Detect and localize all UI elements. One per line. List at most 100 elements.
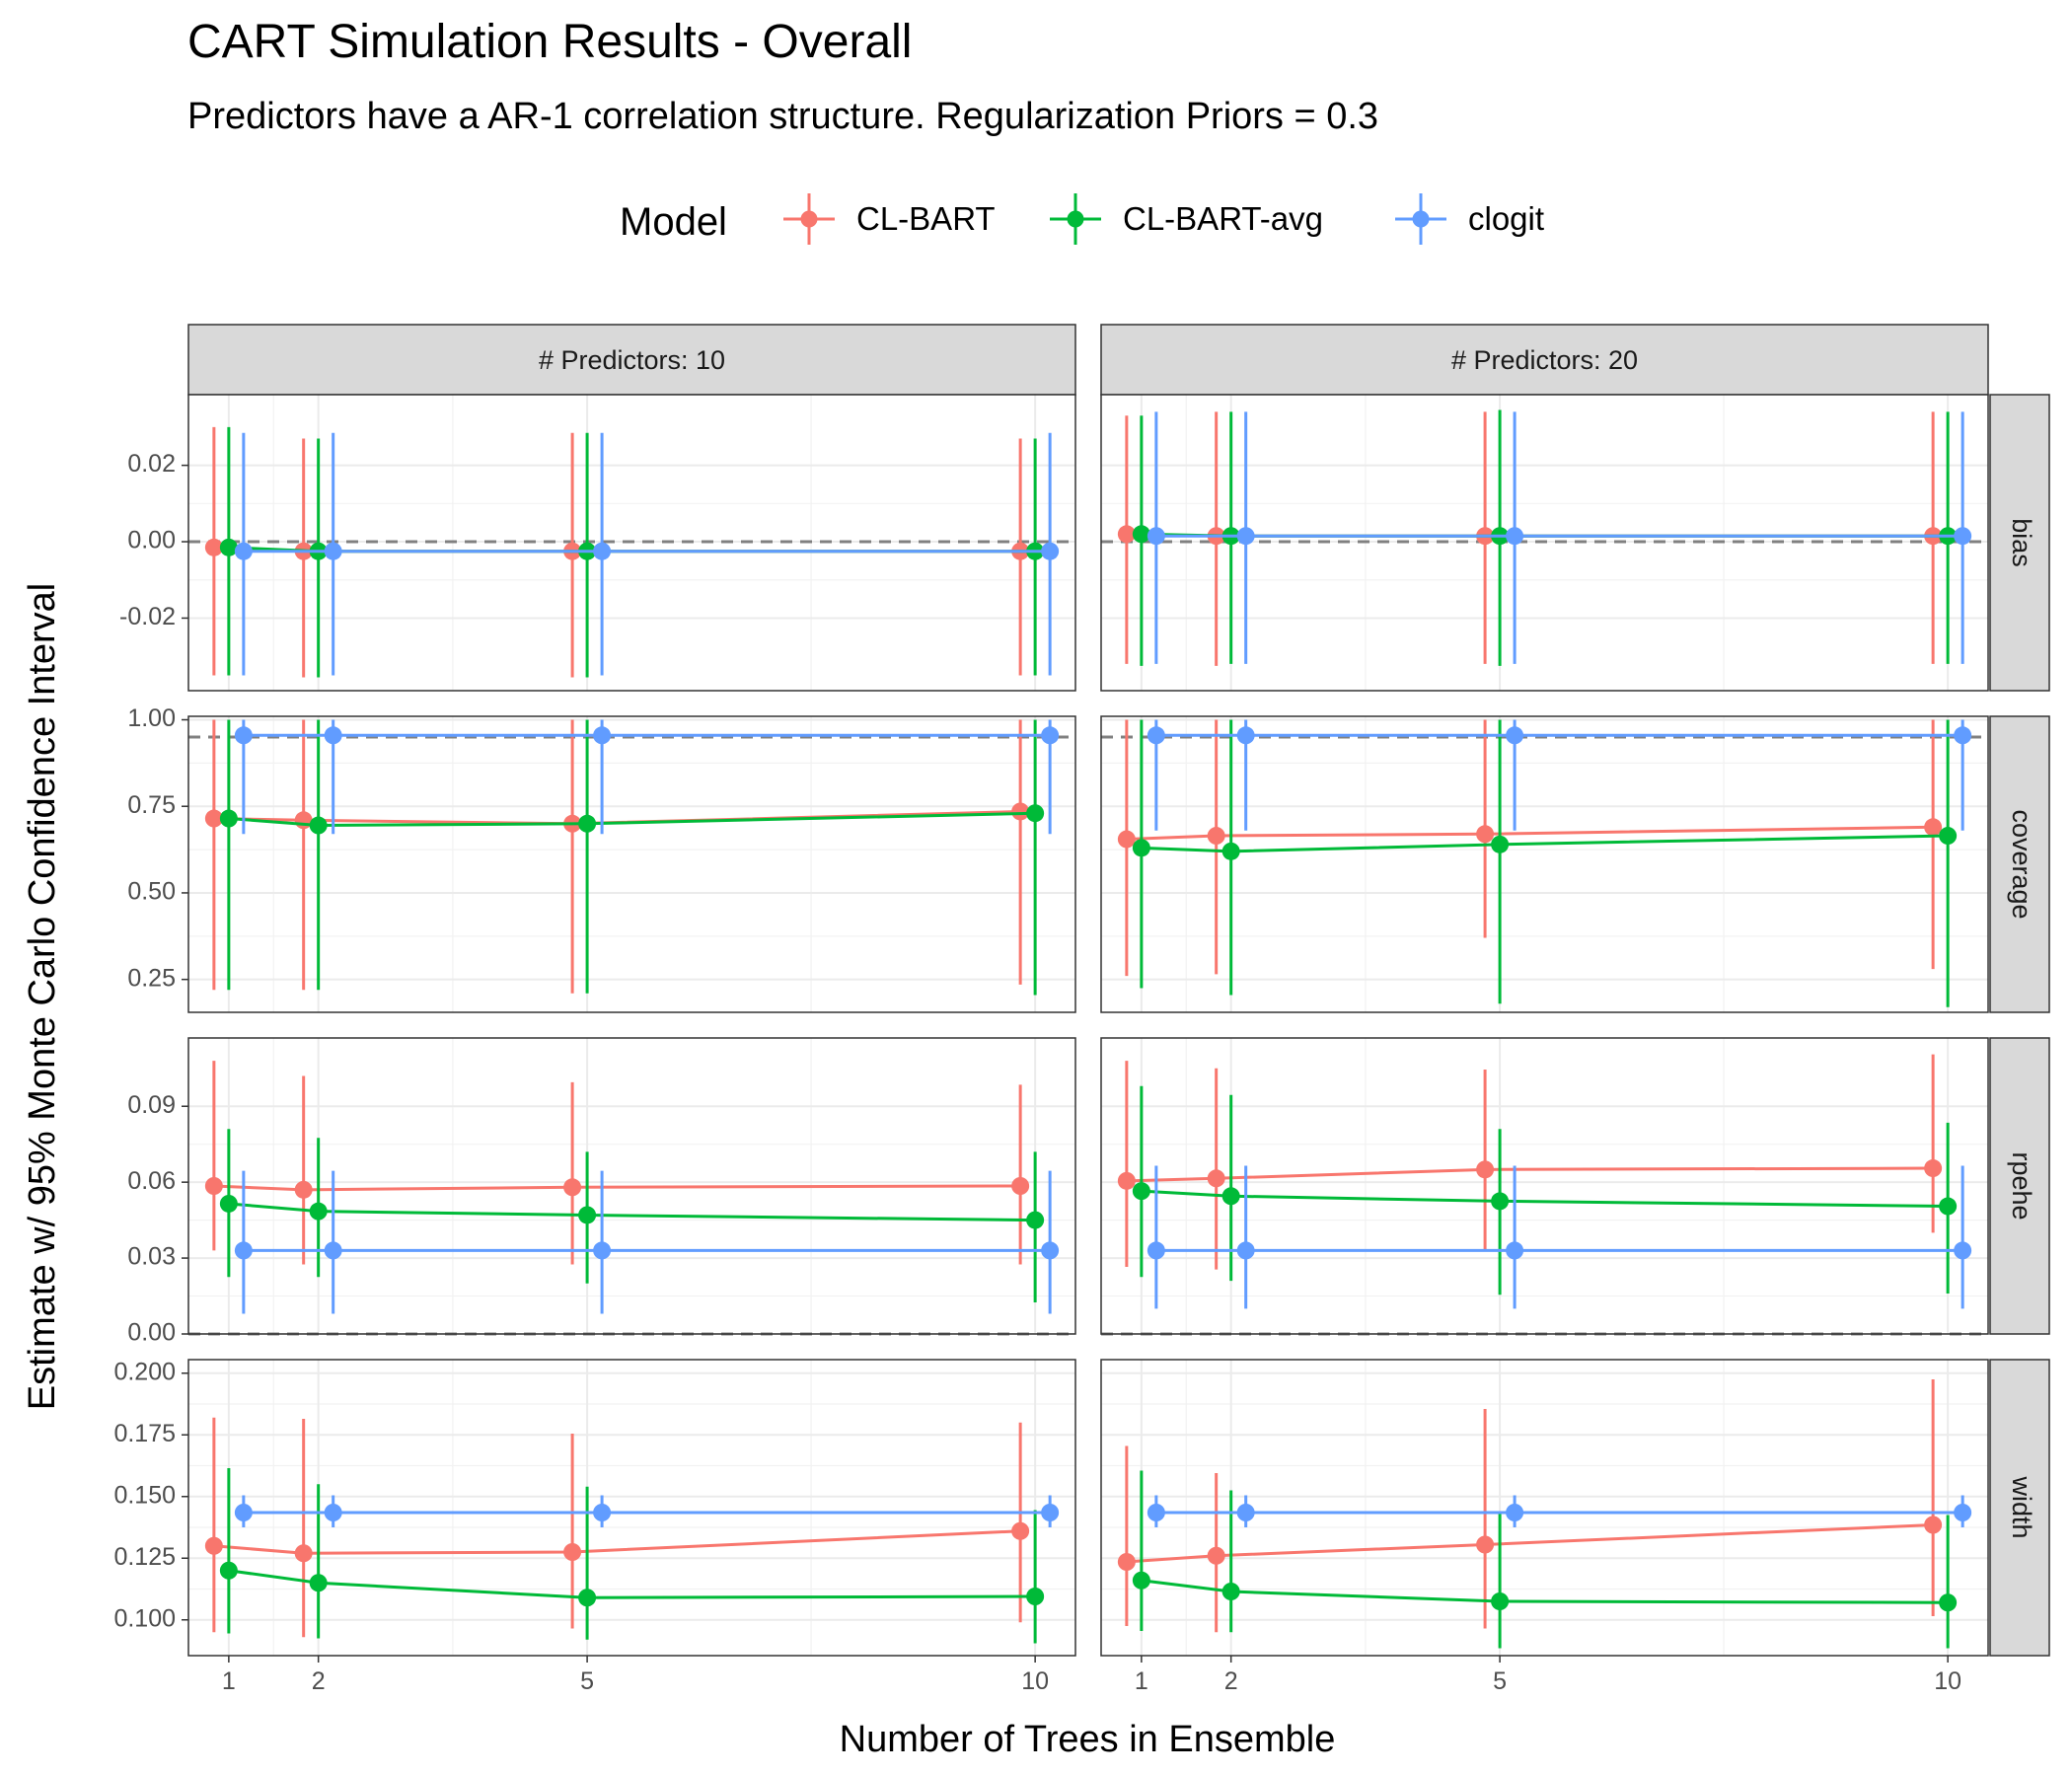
data-point-cl-bart — [1924, 818, 1943, 837]
series-line-cl-bart — [213, 1529, 1021, 1555]
data-point-cl-bart-avg — [1026, 1211, 1045, 1229]
column-strip-label: # Predictors: 10 — [539, 345, 725, 375]
row-strip-label: width — [2007, 1475, 2036, 1538]
series-marks — [204, 719, 1060, 996]
series-line-cl-bart-avg — [228, 811, 1036, 828]
data-point-clogit — [593, 1504, 612, 1521]
y-tick-label: 1.00 — [127, 704, 176, 732]
panel-bias-2 — [1100, 394, 1989, 692]
row-strip: coverage — [1989, 715, 2050, 1013]
column-strip: # Predictors: 20 — [1100, 324, 1989, 396]
data-point-clogit — [324, 542, 342, 560]
legend: Model CL-BART CL-BART-avg clogit — [620, 193, 1544, 245]
y-tick-label: 0.00 — [127, 1319, 176, 1347]
legend-title: Model — [620, 200, 727, 244]
data-point-cl-bart — [1117, 1553, 1136, 1571]
data-point-clogit — [1236, 527, 1255, 546]
data-point-clogit — [1041, 726, 1060, 745]
data-point-clogit — [1954, 1241, 1972, 1260]
data-point-cl-bart-avg — [309, 1574, 328, 1592]
data-point-clogit — [1236, 726, 1255, 745]
series-marks — [1117, 1379, 1972, 1649]
data-point-clogit — [593, 726, 612, 745]
data-point-clogit — [324, 726, 342, 745]
series-line-cl-bart-avg — [1141, 1189, 1949, 1209]
data-point-cl-bart — [1207, 1169, 1225, 1188]
y-axis-label: Estimate w/ 95% Monte Carlo Confidence I… — [22, 583, 63, 1411]
legend-label-clogit: clogit — [1468, 200, 1544, 237]
data-point-cl-bart — [563, 1178, 582, 1197]
x-axis-label: Number of Trees in Ensemble — [840, 1719, 1336, 1760]
data-point-clogit — [1506, 527, 1524, 546]
y-tick-label: 0.175 — [113, 1420, 176, 1447]
data-point-cl-bart-avg — [1132, 525, 1150, 544]
y-tick-label: 0.75 — [127, 791, 176, 819]
data-point-clogit — [1954, 527, 1972, 546]
data-point-cl-bart-avg — [309, 816, 328, 835]
series-marks — [204, 1061, 1060, 1314]
data-point-clogit — [1041, 1241, 1060, 1260]
chart-title: CART Simulation Results - Overall — [187, 16, 912, 68]
x-tick-label: 5 — [580, 1667, 594, 1695]
data-point-cl-bart — [563, 1543, 582, 1561]
data-point-cl-bart — [1924, 1516, 1943, 1534]
data-point-cl-bart-avg — [1132, 1182, 1150, 1201]
y-tick-label: 0.50 — [127, 878, 176, 906]
data-point-cl-bart-avg — [1491, 1592, 1510, 1610]
data-point-clogit — [234, 1504, 253, 1521]
series-marks — [204, 1417, 1060, 1644]
data-point-clogit — [234, 1241, 253, 1260]
data-point-cl-bart-avg — [1491, 1192, 1510, 1211]
data-point-cl-bart — [1924, 1159, 1943, 1178]
data-point-cl-bart — [294, 1544, 313, 1563]
data-point-clogit — [324, 1504, 342, 1521]
data-point-clogit — [324, 1241, 342, 1260]
series-line-cl-bart-avg — [1141, 834, 1949, 853]
data-point-clogit — [1147, 527, 1165, 546]
data-point-cl-bart-avg — [578, 1589, 597, 1607]
y-tick-label: 0.02 — [127, 450, 176, 478]
y-tick-label: 0.09 — [127, 1091, 176, 1119]
series-marks — [1117, 719, 1972, 1007]
data-point-cl-bart — [294, 1180, 313, 1199]
series-line-cl-bart-avg — [228, 1569, 1036, 1599]
data-point-cl-bart — [1117, 1171, 1136, 1190]
panel-grid: # Predictors: 10 # Predictors: 20 bias cove… — [113, 324, 2050, 1695]
y-tick-label: 0.03 — [127, 1243, 176, 1271]
data-point-clogit — [1147, 1504, 1165, 1521]
row-strip: width — [1989, 1359, 2050, 1657]
data-point-cl-bart-avg — [219, 1194, 238, 1213]
data-point-clogit — [234, 542, 253, 560]
row-strip: rpehe — [1989, 1037, 2050, 1335]
panel-width-1: 0.100 0.125 0.150 0.175 0.200 1 2 5 10 — [113, 1358, 1076, 1695]
panel-coverage-1: 0.25 0.50 0.75 1.00 — [127, 704, 1076, 1013]
data-point-cl-bart-avg — [1026, 1588, 1045, 1605]
x-tick-label: 10 — [1021, 1667, 1049, 1695]
x-tick-label: 1 — [222, 1667, 236, 1695]
data-point-clogit — [593, 542, 612, 560]
data-point-cl-bart — [204, 809, 223, 828]
y-tick-label: -0.02 — [119, 603, 176, 630]
data-point-cl-bart-avg — [578, 1206, 597, 1224]
y-tick-label: 0.25 — [127, 964, 176, 992]
series-line-cl-bart — [213, 1184, 1021, 1192]
data-point-clogit — [1147, 1241, 1165, 1260]
chart-subtitle: Predictors have a AR-1 correlation struc… — [187, 96, 1378, 137]
data-point-cl-bart — [1476, 825, 1495, 844]
x-tick-label: 10 — [1934, 1667, 1961, 1695]
legend-key-clogit: clogit — [1395, 193, 1544, 245]
series-line-cl-bart — [1126, 825, 1934, 842]
x-tick-label: 5 — [1493, 1667, 1507, 1695]
data-point-cl-bart-avg — [219, 538, 238, 556]
data-point-cl-bart — [1117, 525, 1136, 544]
x-tick-label: 2 — [1224, 1667, 1238, 1695]
data-point-clogit — [1236, 1504, 1255, 1521]
y-tick-label: 0.125 — [113, 1543, 176, 1571]
data-point-cl-bart-avg — [1221, 1583, 1240, 1600]
y-tick-label: 0.00 — [127, 527, 176, 555]
data-point-cl-bart-avg — [1939, 1197, 1958, 1216]
data-point-cl-bart-avg — [1132, 839, 1150, 857]
data-point-clogit — [1041, 542, 1060, 560]
data-point-cl-bart-avg — [578, 814, 597, 833]
data-point-clogit — [593, 1241, 612, 1260]
